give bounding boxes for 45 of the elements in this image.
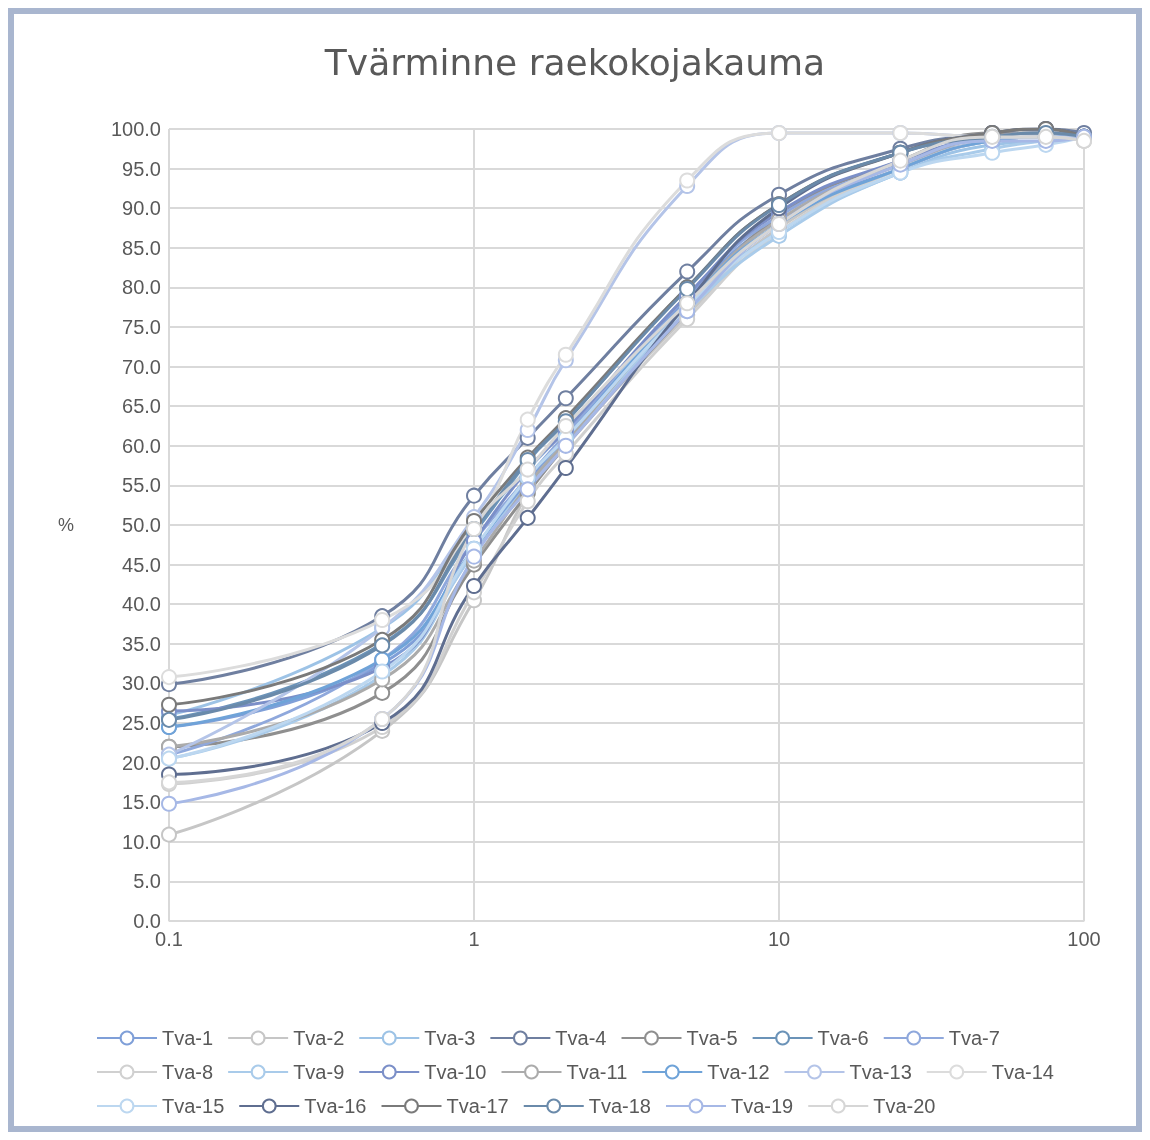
- legend-label: Tva-19: [730, 1095, 794, 1117]
- y-tick-label: 5.0: [133, 870, 161, 893]
- legend-label: Tva-13: [849, 1061, 912, 1083]
- legend-label: Tva-18: [588, 1095, 651, 1117]
- y-tick-label: 75.0: [122, 316, 161, 338]
- y-tick-label: 95.0: [122, 157, 161, 180]
- y-tick-label: 65.0: [122, 395, 161, 418]
- legend-label: Tva-14: [991, 1061, 1054, 1083]
- legend-label: Tva-12: [707, 1061, 770, 1083]
- y-tick-label: 35.0: [122, 632, 161, 655]
- x-tick-label: 100: [1067, 928, 1101, 950]
- y-tick-label: 60.0: [122, 434, 161, 457]
- legend-label: Tva-5: [686, 1027, 738, 1049]
- y-tick-label: 30.0: [122, 672, 161, 695]
- y-tick-label: 10.0: [122, 830, 161, 853]
- y-tick-label: 40.0: [122, 593, 161, 616]
- y-tick-label: 85.0: [122, 236, 161, 259]
- y-tick-label: 100.0: [110, 118, 161, 140]
- legend-label: Tva-3: [424, 1027, 476, 1049]
- x-tick-label: 10: [767, 928, 791, 950]
- legend-label: Tva-16: [304, 1095, 367, 1117]
- y-tick-label: 80.0: [122, 276, 161, 299]
- legend-label: Tva-20: [873, 1095, 936, 1117]
- legend-label: Tva-1: [162, 1027, 214, 1049]
- y-tick-label: 15.0: [122, 791, 161, 814]
- legend-label: Tva-6: [817, 1027, 869, 1049]
- legend-label: Tva-11: [566, 1061, 628, 1083]
- legend-label: Tva-2: [293, 1027, 345, 1049]
- y-tick-label: 90.0: [122, 197, 161, 220]
- y-tick-label: 25.0: [122, 712, 161, 734]
- legend-label: Tva-9: [293, 1061, 345, 1083]
- legend-label: Tva-17: [446, 1095, 509, 1117]
- legend-label: Tva-10: [424, 1061, 487, 1083]
- legend-label: Tva-7: [948, 1027, 1000, 1049]
- y-tick-label: 55.0: [122, 474, 161, 497]
- legend-label: Tva-8: [162, 1061, 214, 1083]
- x-tick-label: 1: [468, 928, 480, 950]
- y-axis-title: %: [57, 515, 74, 535]
- y-tick-label: 50.0: [122, 514, 161, 536]
- y-tick-label: 45.0: [122, 553, 161, 576]
- chart-title: Tvärminne raekokojakauma: [323, 41, 826, 83]
- legend-label: Tva-4: [555, 1027, 607, 1049]
- y-tick-label: 70.0: [122, 355, 161, 378]
- y-tick-label: 20.0: [122, 751, 161, 774]
- legend-label: Tva-15: [162, 1095, 225, 1117]
